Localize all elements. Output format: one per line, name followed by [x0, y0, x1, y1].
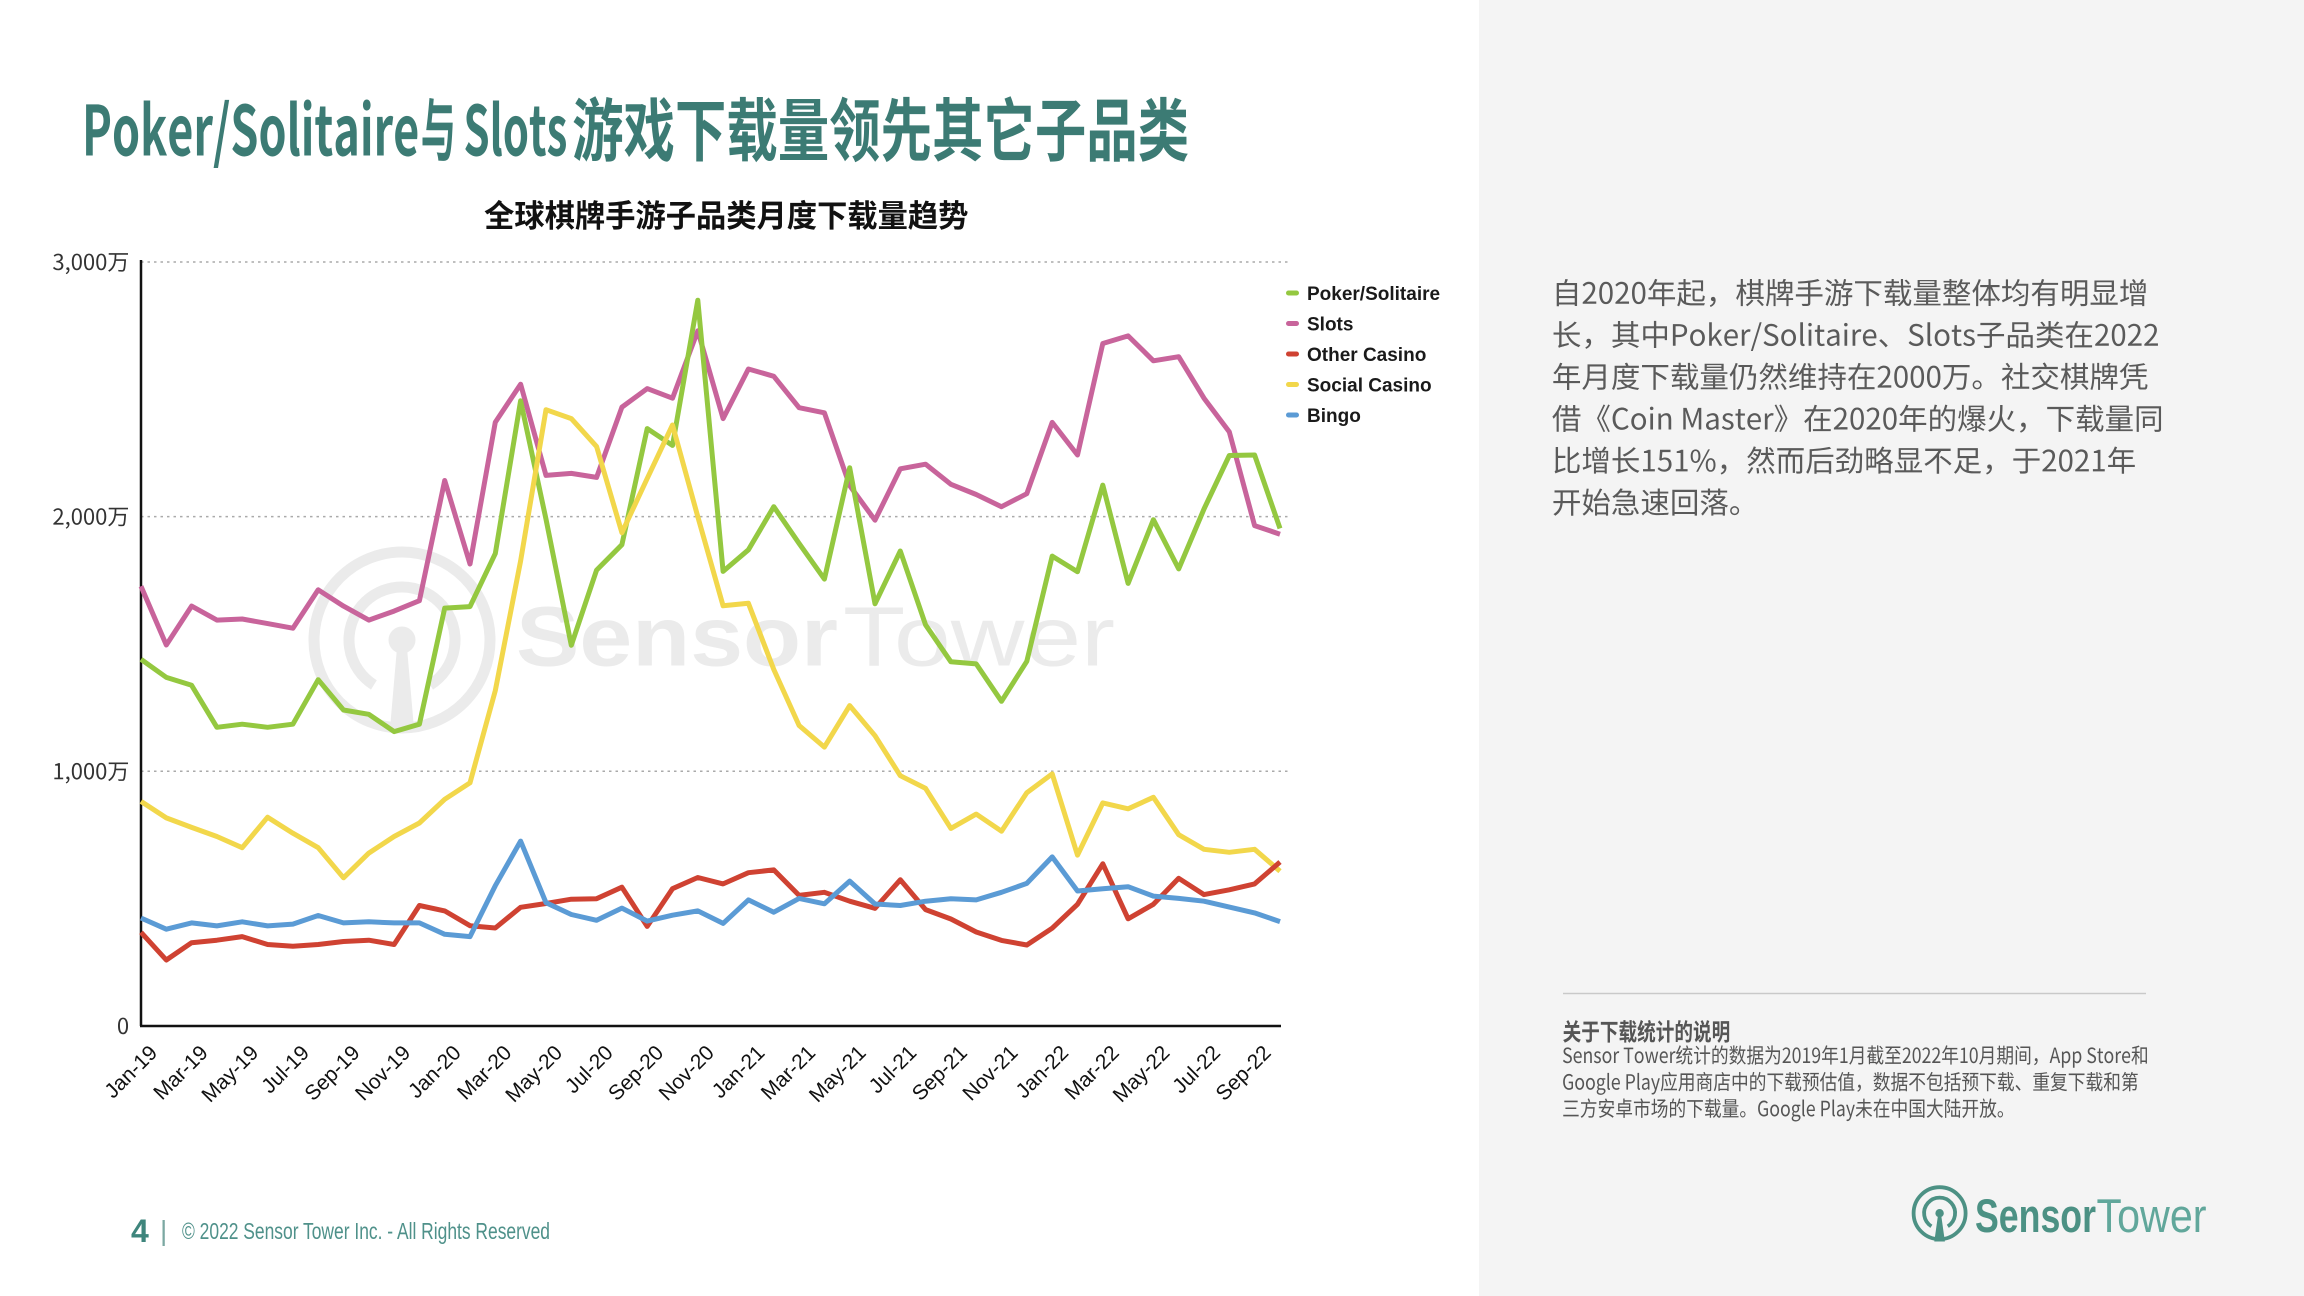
svg-text:Social Casino: Social Casino — [1307, 376, 1432, 397]
svg-text:4: 4 — [131, 1213, 149, 1249]
svg-text:Slots: Slots — [1307, 315, 1353, 336]
svg-text:Other Casino: Other Casino — [1307, 345, 1426, 366]
svg-text:Tower: Tower — [2097, 1189, 2207, 1242]
svg-text:|: | — [160, 1215, 167, 1246]
svg-text:Sensor: Sensor — [1975, 1189, 2096, 1242]
svg-text:© 2022 Sensor Tower Inc. - All: © 2022 Sensor Tower Inc. - All Rights Re… — [182, 1218, 550, 1244]
svg-text:Bingo: Bingo — [1307, 406, 1361, 427]
svg-text:Poker/Solitaire: Poker/Solitaire — [1307, 284, 1440, 305]
